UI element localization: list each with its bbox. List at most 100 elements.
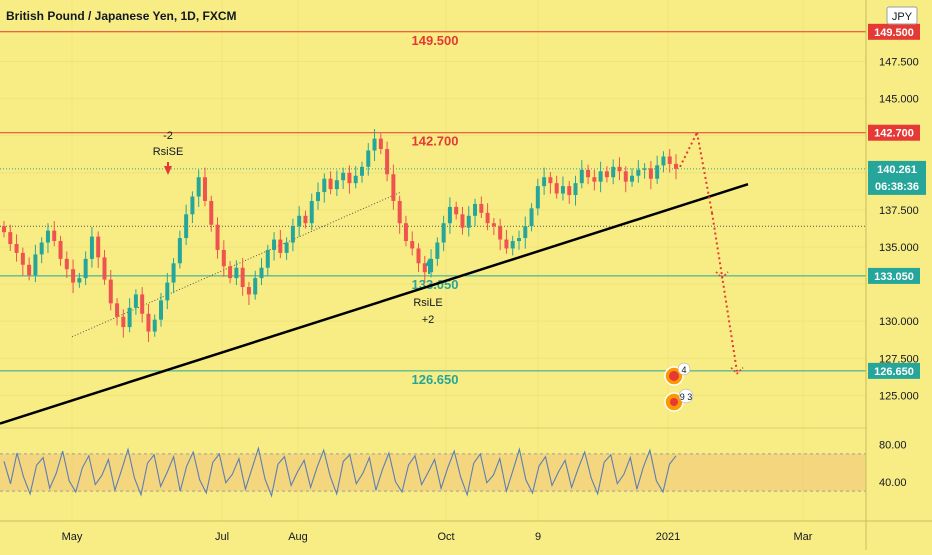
candle-body xyxy=(611,166,616,178)
candle-body xyxy=(674,163,678,169)
candle-body xyxy=(45,230,50,243)
candle-body xyxy=(667,156,672,164)
projection-arrow-icon xyxy=(730,367,744,375)
candle-body xyxy=(485,212,490,224)
candle-body xyxy=(403,223,408,242)
time-tick-label: Oct xyxy=(437,531,454,543)
candle-body xyxy=(491,223,496,227)
level-133-label-bg xyxy=(868,267,920,284)
candle-body xyxy=(498,226,503,240)
candle-body xyxy=(636,169,641,176)
currency-label: JPY xyxy=(892,11,913,23)
candle-body xyxy=(177,238,182,264)
candle-body xyxy=(435,242,440,259)
time-tick-label: Mar xyxy=(794,531,813,543)
candle-body xyxy=(529,208,534,227)
candle-body xyxy=(52,230,57,242)
level-142-label-bg xyxy=(868,124,920,141)
candle-body xyxy=(410,241,415,249)
oscillator-band xyxy=(0,453,866,492)
candle-body xyxy=(297,215,302,227)
level-142-label: 142.700 xyxy=(874,128,914,140)
candle-body xyxy=(460,214,465,228)
candle-body xyxy=(623,171,628,182)
candle-body xyxy=(328,178,333,190)
level-label: 142.700 xyxy=(412,134,459,149)
candle-body xyxy=(234,267,239,279)
candle-body xyxy=(77,278,82,283)
candle-body xyxy=(542,177,547,187)
candle-body xyxy=(548,177,553,184)
candle-body xyxy=(190,196,195,215)
time-tick-label: 9 xyxy=(535,531,541,543)
candle-body xyxy=(630,175,635,182)
oscillator-tick-label: 40.00 xyxy=(879,477,907,489)
candle-body xyxy=(347,172,352,184)
candle-body xyxy=(366,150,371,167)
candle-body xyxy=(152,319,157,332)
candle-body xyxy=(140,294,145,314)
candle-body xyxy=(385,149,390,175)
candle-body xyxy=(661,156,666,166)
candle-body xyxy=(510,241,515,249)
rsile-count-label: +2 xyxy=(422,314,435,326)
candle-body xyxy=(284,242,289,253)
candle-body xyxy=(165,282,170,301)
candle-body xyxy=(71,269,76,283)
trendlines[interactable] xyxy=(0,182,749,425)
candle-body xyxy=(8,232,13,244)
sell-arrow-icon xyxy=(164,166,172,175)
candle-body xyxy=(159,300,164,320)
rsise-count-label: -2 xyxy=(163,130,173,142)
candle-body xyxy=(560,186,565,194)
candle-body xyxy=(108,279,113,304)
projection-arrow-icon xyxy=(715,271,729,279)
candle-body xyxy=(422,263,427,273)
time-tick-label: May xyxy=(62,531,83,543)
candle-body xyxy=(102,257,107,280)
candle-body xyxy=(253,278,258,295)
event-markers[interactable]: 4 9 3 xyxy=(664,362,694,412)
price-axis[interactable]: 147.500 145.000 137.500 135.000 130.000 127.5… xyxy=(879,56,919,402)
time-axis[interactable]: May Jul Aug Oct 9 2021 Mar xyxy=(62,531,813,543)
level-126-label: 126.650 xyxy=(874,366,914,378)
candle-body xyxy=(39,242,44,255)
buy-arrow-icon xyxy=(425,258,433,266)
candle-body xyxy=(20,252,25,265)
candle-body xyxy=(447,206,452,224)
last-price-label: 140.261 xyxy=(877,164,917,176)
projection-path[interactable] xyxy=(679,132,744,375)
main-trendline xyxy=(0,182,749,425)
price-tick-label: 145.000 xyxy=(879,94,919,106)
candle-body xyxy=(171,263,176,283)
event-icon-inner xyxy=(670,398,678,406)
candle-body xyxy=(516,238,521,242)
rsile-label: RsiLE xyxy=(413,297,442,309)
candle-body xyxy=(278,239,283,253)
candle-body xyxy=(586,169,591,178)
projection-segment xyxy=(679,132,698,168)
oscillator-line xyxy=(3,446,677,498)
candle-body xyxy=(265,249,270,268)
candle-body xyxy=(454,206,459,215)
candle-body xyxy=(441,223,446,243)
candle-body xyxy=(598,171,603,182)
level-133-label: 133.050 xyxy=(874,271,914,283)
candle-body xyxy=(648,168,653,179)
rsise-label: RsiSE xyxy=(153,146,184,158)
candle-body xyxy=(504,239,509,249)
currency-badge[interactable]: JPY xyxy=(886,6,918,25)
candle-body xyxy=(535,186,540,209)
candle-body xyxy=(27,264,32,276)
candle-body xyxy=(604,171,609,178)
candle-body xyxy=(353,175,358,184)
candle-body xyxy=(316,192,321,201)
price-tick-label: 125.000 xyxy=(879,390,919,402)
candle-body xyxy=(642,168,647,170)
candle-body xyxy=(259,267,264,279)
price-axis-labels: 149.500 142.700 133.050 126.650 140.261 06:38… xyxy=(868,23,926,379)
candle-body xyxy=(567,186,572,196)
